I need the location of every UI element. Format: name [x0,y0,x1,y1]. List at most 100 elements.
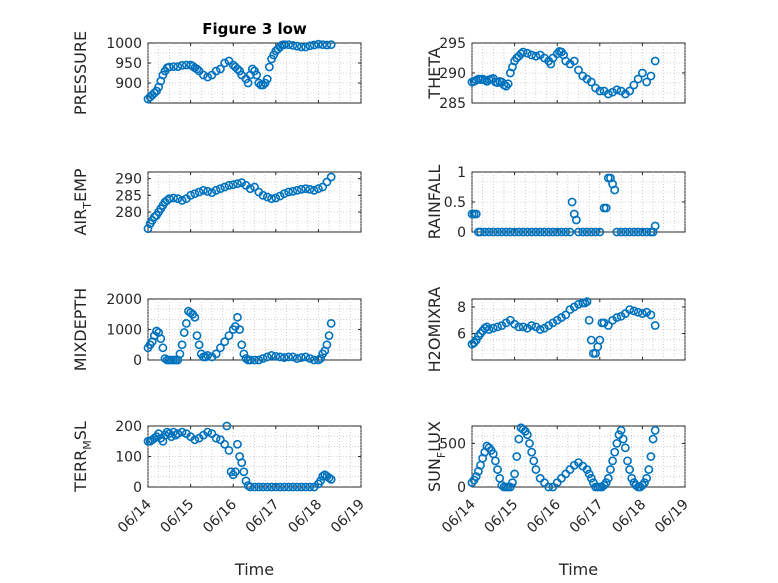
data-point [522,227,532,237]
data-point [250,355,259,365]
data-point [505,482,515,492]
data-point [203,72,213,82]
data-point [578,227,588,237]
data-point [216,64,225,74]
data-point [322,177,332,187]
data-point [288,482,298,492]
data-point [606,465,615,474]
subplot-6: 6 8 H2OMIXRA [425,287,686,373]
data-point [642,77,652,87]
data-point [531,51,541,61]
subplot-8: 06/14 06/15 06/16 06/17 06/18 06/19 0 500SUNFLU… [425,421,692,579]
data-point [296,42,306,52]
x-tick-label: 06/19 [652,497,692,537]
data-point [169,193,178,203]
data-point [313,39,323,49]
data-point [326,40,336,49]
data-point [318,182,328,192]
data-point [233,179,242,189]
data-point [181,318,191,328]
y-tick-label: 1 [457,165,466,181]
data-point [612,313,622,322]
data-point [603,89,613,99]
data-point [633,227,643,237]
y-axis-label: H2OMIXRA [425,287,444,373]
data-point [522,48,532,58]
subplot-7: 06/14 06/15 06/16 06/17 06/18 06/19 0 100 200 TER… [71,419,368,579]
data-point [623,456,632,466]
data-point [241,476,251,486]
data-point [288,41,298,50]
y-tick-label: 285 [115,188,142,204]
subplot-4: 0 0.5 1 RAINFALL [425,165,686,241]
data-point [292,185,302,195]
data-point [149,212,159,222]
data-point [552,227,562,237]
data-point [220,337,230,347]
data-point [548,227,558,237]
data-point [222,421,232,431]
y-axis-label: MIXDEPTH [71,288,90,371]
x-axis-label: Time [558,560,598,579]
data-point [258,80,268,90]
data-point [525,439,534,448]
data-point [612,227,622,237]
data-point [476,227,485,237]
data-point [540,227,549,237]
x-tick-label: 06/18 [285,497,325,537]
data-point [586,77,596,87]
data-point [582,227,592,237]
data-point [646,310,656,320]
data-point [595,335,605,345]
data-point [284,482,293,492]
data-point [233,64,242,74]
data-point [211,349,221,359]
data-point [149,88,159,98]
data-point [194,340,204,350]
y-tick-label: 200 [115,419,142,435]
data-point [629,227,639,237]
data-point [173,62,183,71]
data-point [544,227,554,237]
y-axis-label: THETA [425,47,444,99]
data-point [284,187,293,197]
data-point [247,64,257,74]
data-point [501,81,511,91]
data-point [245,184,255,194]
data-point [230,467,240,477]
data-point [595,86,605,96]
data-point [245,482,255,492]
y-tick-label: 6 [457,326,466,342]
data-point [567,197,577,207]
data-point [518,227,528,237]
data-point [642,473,652,483]
data-point [233,439,242,449]
y-tick-label: 280 [115,205,142,221]
data-point [493,227,502,237]
data-point [535,227,545,237]
data-point [237,458,247,467]
data-point [616,227,626,237]
data-point [518,425,528,434]
data-point [235,325,244,334]
data-point [584,469,594,479]
data-point [220,58,230,68]
y-tick-label: 0 [457,225,466,241]
data-point [608,87,617,97]
data-point [527,447,537,457]
y-axis-label: SUNFLUX [425,421,448,492]
data-point [173,429,183,439]
data-point [284,352,293,362]
data-point [650,221,660,231]
data-point [510,227,519,237]
data-point [620,227,630,237]
data-point [198,185,208,195]
data-point [275,352,285,362]
x-tick-label: 06/15 [482,497,522,537]
x-axis-label: Time [234,560,274,579]
data-point [224,331,234,340]
data-point [603,321,613,330]
data-point [239,349,249,359]
data-point [471,209,481,219]
data-point [529,456,539,466]
